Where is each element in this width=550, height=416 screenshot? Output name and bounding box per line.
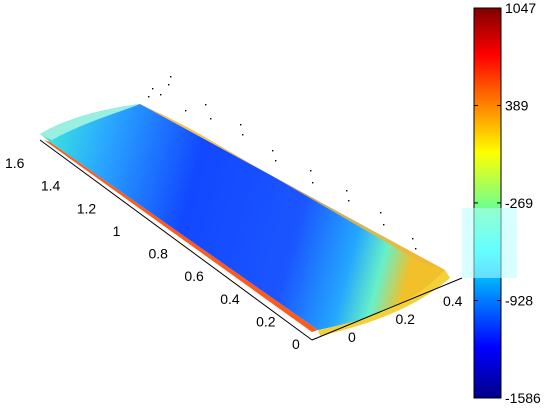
colorbar-tick-label: -1586 — [505, 390, 541, 406]
y-tick-label: 1.2 — [77, 200, 97, 216]
colorbar-tick-label: 389 — [505, 97, 529, 113]
x-tick-label: 0 — [348, 329, 356, 345]
y-tick-label: 1 — [113, 223, 121, 239]
wing-trailing-band — [140, 104, 445, 270]
x-axis-line — [311, 277, 463, 341]
y-tick-label: 0 — [292, 336, 300, 352]
y-tick-label: 1.6 — [5, 155, 25, 171]
colorbar-tick-label: -928 — [505, 293, 533, 309]
colorbar-tick-label: -269 — [505, 195, 533, 211]
y-tick-label: 0.6 — [184, 268, 204, 284]
wing-underside-edge — [44, 140, 318, 332]
wing-tip — [318, 270, 450, 336]
colorbar: 1047 389 -269 -928 -1586 — [473, 0, 541, 406]
x-tick-label: 0.2 — [396, 311, 416, 327]
y-tick-label: 0.4 — [220, 291, 240, 307]
colorbar-ticks: 1047 389 -269 -928 -1586 — [474, 0, 541, 406]
wing-surface — [40, 76, 450, 336]
y-tick-label: 0.2 — [256, 313, 276, 329]
wing-main-surface — [40, 104, 445, 330]
x-tick-label: 0.4 — [443, 293, 463, 309]
axes-lines — [39, 139, 463, 341]
colorbar-tick-label: 1047 — [505, 0, 536, 16]
y-tick-label: 1.4 — [41, 178, 61, 194]
y-axis-line — [39, 139, 313, 341]
axis-ticks: 1.6 1.4 1.2 1 0.8 0.6 0.4 0.2 0 0 0.2 0.4 — [5, 155, 463, 352]
wing-leading-highlight — [40, 104, 140, 140]
colorbar-cyan-overlay — [462, 208, 517, 278]
colorbar-gradient — [473, 7, 502, 399]
y-tick-label: 0.8 — [149, 246, 169, 262]
stray-marker-dots — [148, 76, 417, 250]
